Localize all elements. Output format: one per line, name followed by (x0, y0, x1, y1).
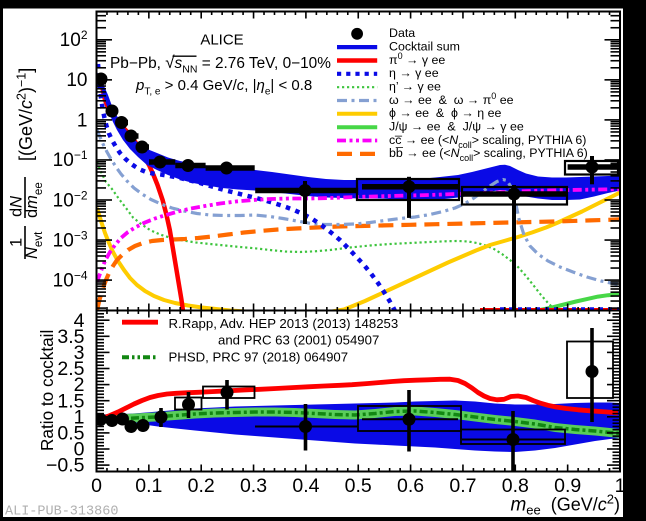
svg-text:π0 → γ ee: π0 → γ ee (389, 51, 445, 67)
svg-text:ϕ → ee & ϕ → η ee: ϕ → ee & ϕ → η ee (389, 106, 501, 120)
svg-text:1.5: 1.5 (57, 390, 84, 412)
svg-text:0.7: 0.7 (449, 475, 476, 497)
svg-text:ω → ee & ω → π0 ee: ω → ee & ω → π0 ee (389, 91, 514, 107)
svg-text:0.5: 0.5 (345, 475, 372, 497)
svg-text:0.2: 0.2 (188, 475, 215, 497)
svg-text:0.9: 0.9 (554, 475, 581, 497)
svg-text:0: 0 (91, 475, 102, 497)
svg-text:cc̅ → ee (<Ncoll> scaling, PYT: cc̅ → ee (<Ncoll> scaling, PYTHIA 6) (389, 133, 586, 150)
svg-text:dN: dN (8, 196, 26, 217)
svg-text:R.Rapp, Adv. HEP 2013 (2013) 1: R.Rapp, Adv. HEP 2013 (2013) 148253 (169, 316, 399, 331)
svg-text:PHSD, PRC 97 (2018) 064907: PHSD, PRC 97 (2018) 064907 (169, 349, 349, 364)
svg-text:0.1: 0.1 (135, 475, 162, 497)
svg-text:Ratio to cocktail: Ratio to cocktail (37, 330, 57, 451)
svg-text:1: 1 (74, 406, 85, 428)
svg-text:0.4: 0.4 (292, 475, 319, 497)
svg-text:2.5: 2.5 (57, 358, 84, 380)
svg-text:[(GeV/c2)−1]: [(GeV/c2)−1] (15, 68, 37, 161)
svg-text:10: 10 (66, 70, 87, 91)
svg-text:4: 4 (74, 310, 85, 332)
svg-text:3.5: 3.5 (57, 326, 84, 348)
svg-text:dmee: dmee (23, 182, 45, 218)
svg-text:ALICE: ALICE (200, 32, 243, 49)
svg-text:0: 0 (74, 439, 85, 461)
svg-text:102: 102 (60, 28, 88, 51)
svg-text:0.3: 0.3 (240, 475, 267, 497)
svg-text:η’ → γ ee: η’ → γ ee (389, 80, 441, 94)
svg-text:mee (GeV/c2): mee (GeV/c2) (510, 491, 620, 517)
svg-text:Data: Data (389, 26, 415, 40)
svg-text:η → γ ee: η → γ ee (389, 66, 439, 80)
svg-text:and PRC 63 (2001) 054907: and PRC 63 (2001) 054907 (218, 333, 379, 348)
svg-text:0.6: 0.6 (397, 475, 424, 497)
svg-text:J/ψ → ee & J/ψ → γ ee: J/ψ → ee & J/ψ → γ ee (389, 120, 524, 134)
svg-text:1: 1 (77, 111, 88, 132)
svg-text:1: 1 (615, 475, 626, 497)
svg-text:1: 1 (8, 238, 26, 247)
svg-text:bb̅ → ee (<Ncoll> scaling, PYT: bb̅ → ee (<Ncoll> scaling, PYTHIA 6) (389, 146, 588, 163)
svg-text:Nevt: Nevt (23, 231, 45, 259)
svg-text:Pb−Pb, √sNN = 2.76 TeV, 0−10%: Pb−Pb, √sNN = 2.76 TeV, 0−10% (110, 53, 331, 76)
svg-text:0.5: 0.5 (57, 423, 84, 445)
svg-text:Cocktail sum: Cocktail sum (389, 39, 460, 53)
svg-text:ALI-PUB-313860: ALI-PUB-313860 (5, 505, 118, 520)
svg-text:2: 2 (74, 374, 85, 396)
svg-text:−0.5: −0.5 (46, 455, 85, 477)
svg-text:0.8: 0.8 (502, 475, 529, 497)
svg-text:3: 3 (74, 342, 85, 364)
